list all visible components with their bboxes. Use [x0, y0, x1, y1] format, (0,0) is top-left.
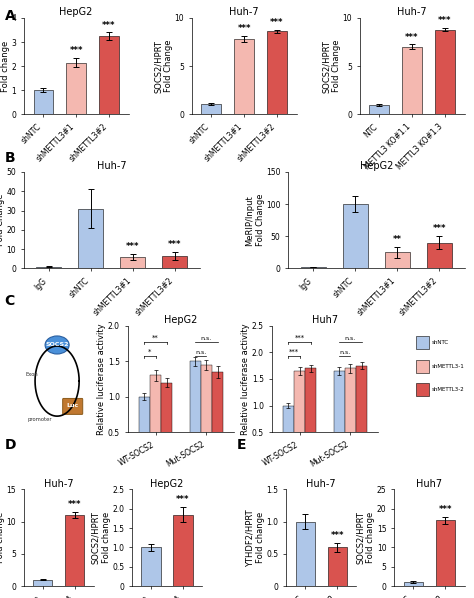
- Bar: [283, 405, 294, 459]
- Bar: [402, 47, 422, 114]
- Bar: [150, 376, 161, 468]
- Bar: [343, 204, 368, 269]
- Text: C: C: [5, 294, 15, 308]
- Bar: [36, 267, 62, 269]
- Text: ***: ***: [438, 16, 452, 25]
- Y-axis label: MeRIP/Input
Fold Change: MeRIP/Input Fold Change: [245, 194, 264, 246]
- Text: n.s.: n.s.: [339, 350, 350, 355]
- Title: Huh-7: Huh-7: [44, 479, 74, 489]
- Bar: [436, 520, 455, 586]
- Text: SOCS2: SOCS2: [46, 343, 69, 347]
- Bar: [66, 63, 86, 114]
- Bar: [296, 521, 315, 586]
- Text: E: E: [237, 438, 246, 451]
- Ellipse shape: [45, 336, 69, 354]
- Text: shMETTL3-2: shMETTL3-2: [431, 387, 464, 392]
- Title: Huh-7: Huh-7: [229, 7, 259, 17]
- Bar: [334, 371, 345, 459]
- Text: n.s.: n.s.: [345, 335, 356, 341]
- Text: shNTC: shNTC: [431, 340, 448, 346]
- Y-axis label: Relative luciferase activity: Relative luciferase activity: [241, 323, 250, 435]
- Bar: [33, 579, 53, 586]
- Y-axis label: YTHDF2/HPRT
Fold change: YTHDF2/HPRT Fold change: [246, 509, 265, 566]
- Bar: [234, 39, 254, 114]
- Y-axis label: Relative luciferase activity: Relative luciferase activity: [98, 323, 107, 435]
- Bar: [404, 582, 423, 586]
- Bar: [267, 32, 287, 114]
- Y-axis label: SOCS2/HPRT
Fold Change: SOCS2/HPRT Fold Change: [154, 40, 173, 93]
- Y-axis label: SOCS2/HPRT
Fold change: SOCS2/HPRT Fold change: [0, 511, 5, 564]
- Bar: [162, 256, 187, 269]
- Text: **: **: [393, 236, 402, 245]
- Bar: [328, 547, 347, 586]
- Bar: [416, 337, 429, 349]
- Bar: [201, 365, 212, 468]
- Text: A: A: [5, 9, 16, 23]
- Bar: [161, 383, 173, 468]
- Text: ***: ***: [69, 47, 83, 56]
- Text: ***: ***: [126, 242, 140, 251]
- Text: **: **: [152, 335, 159, 341]
- Bar: [173, 515, 192, 586]
- Text: ***: ***: [405, 33, 419, 42]
- Bar: [356, 366, 367, 459]
- Title: Huh-7: Huh-7: [397, 7, 427, 17]
- FancyBboxPatch shape: [63, 398, 83, 414]
- Bar: [141, 547, 161, 586]
- Y-axis label: SOCS2/HPRT
Fold change: SOCS2/HPRT Fold change: [0, 40, 10, 93]
- Bar: [120, 257, 146, 269]
- Bar: [416, 383, 429, 396]
- Bar: [435, 29, 455, 114]
- Text: ***: ***: [168, 240, 182, 249]
- Title: HepG2: HepG2: [164, 315, 198, 325]
- Bar: [34, 90, 53, 114]
- Title: HepG2: HepG2: [60, 7, 93, 17]
- Y-axis label: SOCS2/HPRT
Fold change: SOCS2/HPRT Fold change: [91, 511, 110, 564]
- Title: Huh-7: Huh-7: [306, 479, 336, 489]
- Text: promoter: promoter: [27, 417, 52, 422]
- Bar: [416, 360, 429, 373]
- Bar: [65, 515, 84, 586]
- Bar: [345, 368, 356, 459]
- Text: *: *: [148, 349, 152, 355]
- Bar: [78, 209, 103, 269]
- Bar: [190, 361, 201, 468]
- Bar: [301, 267, 326, 269]
- Text: ***: ***: [176, 495, 190, 504]
- Text: B: B: [5, 151, 15, 164]
- Title: HepG2: HepG2: [360, 161, 393, 171]
- Bar: [369, 105, 389, 114]
- Y-axis label: SOCS2/HPRT
Fold change: SOCS2/HPRT Fold change: [356, 511, 375, 564]
- Y-axis label: MeRIP/Input
Fold Change: MeRIP/Input Fold Change: [0, 194, 5, 246]
- Title: Huh-7: Huh-7: [97, 161, 127, 171]
- Bar: [99, 36, 119, 114]
- Text: ***: ***: [289, 349, 299, 355]
- Bar: [305, 368, 316, 459]
- Bar: [385, 252, 410, 269]
- Text: ***: ***: [294, 335, 305, 341]
- Text: Luc: Luc: [66, 404, 79, 408]
- Text: ***: ***: [330, 531, 344, 540]
- Text: ***: ***: [433, 224, 446, 233]
- Text: Exon: Exon: [25, 372, 38, 377]
- Bar: [201, 104, 221, 114]
- Text: ***: ***: [68, 500, 82, 509]
- Text: ***: ***: [438, 505, 452, 514]
- Text: n.s.: n.s.: [201, 335, 212, 341]
- Bar: [139, 396, 150, 468]
- Bar: [427, 243, 452, 269]
- Text: ***: ***: [102, 20, 116, 29]
- Text: n.s.: n.s.: [195, 350, 207, 355]
- Text: ***: ***: [270, 17, 283, 27]
- Text: shMETTL3-1: shMETTL3-1: [431, 364, 464, 369]
- Y-axis label: SOCS2/HPRT
Fold Change: SOCS2/HPRT Fold Change: [321, 40, 341, 93]
- Title: Huh7: Huh7: [416, 479, 442, 489]
- Title: HepG2: HepG2: [150, 479, 184, 489]
- Text: D: D: [5, 438, 16, 451]
- Title: Huh7: Huh7: [312, 315, 338, 325]
- Text: ***: ***: [237, 25, 251, 33]
- Bar: [212, 372, 223, 468]
- Bar: [294, 371, 305, 459]
